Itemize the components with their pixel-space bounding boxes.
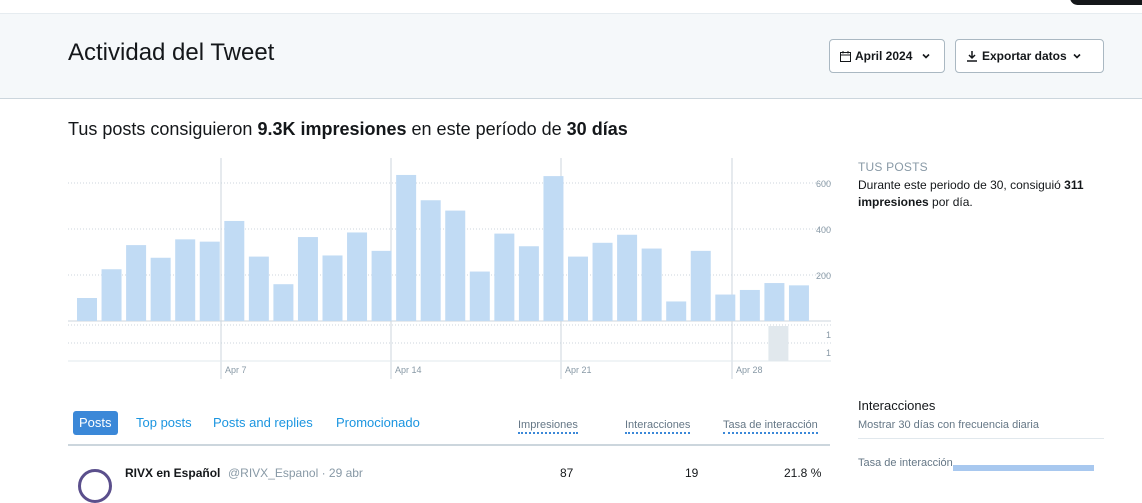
bar-apr-5: [175, 239, 196, 321]
impressions-chart: 600 400 200 1 1 Apr 7 Apr 14 Apr 21 Apr 28: [68, 158, 831, 379]
secondary-y-tick-label: 1: [826, 330, 831, 340]
secondary-y-tick-label: 1: [826, 348, 831, 358]
date-range-label: April 2024: [855, 49, 913, 63]
page-header: Actividad del Tweet April 2024 Exportar …: [0, 14, 1142, 99]
chevron-down-icon: [922, 53, 930, 59]
bar-apr-7: [224, 220, 245, 321]
page-title: Actividad del Tweet: [68, 39, 275, 66]
bar-apr-27: [715, 294, 736, 321]
bar-apr-1: [77, 298, 97, 321]
summary-period: 30 días: [566, 119, 628, 139]
interactions-subtitle: Mostrar 30 días con frecuencia diaria: [858, 419, 1104, 439]
bar-apr-17: [469, 271, 490, 321]
bar-apr-24: [641, 248, 662, 321]
secondary-bar: [768, 326, 789, 361]
row-interactions: 19: [685, 466, 699, 480]
bar-apr-18: [494, 233, 515, 321]
bar-apr-30: [788, 285, 809, 321]
side-label: TUS POSTS: [858, 160, 928, 174]
side-text-bold: 311 impresiones: [858, 178, 1084, 209]
tab-promoted[interactable]: Promocionado: [336, 415, 420, 430]
bar-apr-28: [739, 289, 760, 321]
interactions-title: Interacciones: [858, 398, 936, 413]
x-tick-label: Apr 21: [565, 365, 592, 375]
table-row[interactable]: RIVX en Español @RIVX_Espanol · 29 abr 8…: [68, 460, 830, 503]
summary-prefix: Tus posts consiguieron: [68, 119, 253, 139]
side-text: Durante este periodo de 30, consiguió 31…: [858, 177, 1104, 211]
bar-apr-15: [420, 200, 441, 321]
bar-apr-2: [101, 269, 122, 321]
bar-apr-11: [322, 255, 343, 321]
y-tick-label: 400: [816, 225, 831, 235]
column-impressions[interactable]: Impresiones: [518, 419, 578, 434]
bar-apr-8: [248, 256, 269, 321]
bar-apr-21: [568, 256, 588, 321]
tab-posts-and-replies[interactable]: Posts and replies: [213, 415, 313, 430]
engagement-rate-bar: [953, 465, 1094, 471]
bar-apr-12: [347, 232, 368, 321]
avatar: [78, 469, 112, 503]
bar-apr-10: [297, 237, 318, 321]
tweet-tabs: Posts Top posts Posts and replies Promoc…: [68, 410, 830, 446]
bar-apr-23: [617, 234, 638, 321]
bar-apr-29: [764, 283, 785, 321]
x-tick-label: Apr 28: [736, 365, 763, 375]
export-data-button[interactable]: Exportar datos: [955, 39, 1104, 73]
x-tick-label: Apr 14: [395, 365, 422, 375]
bar-apr-22: [592, 242, 613, 321]
bar-apr-9: [273, 284, 294, 321]
summary-impressions: 9.3K impresiones: [257, 119, 407, 139]
column-interactions[interactable]: Interacciones: [625, 419, 691, 434]
y-tick-label: 200: [816, 271, 831, 281]
side-text-prefix: Durante este periodo de 30, consiguió: [858, 178, 1061, 192]
tab-top-posts[interactable]: Top posts: [136, 415, 192, 430]
bar-apr-13: [371, 250, 392, 321]
calendar-icon: [840, 50, 851, 62]
export-data-label: Exportar datos: [982, 49, 1067, 63]
y-tick-label: 600: [816, 179, 831, 189]
bar-apr-26: [690, 250, 711, 321]
bar-apr-3: [126, 245, 147, 321]
bar-apr-20: [543, 176, 564, 321]
x-tick-label: Apr 7: [225, 365, 247, 375]
top-bar: [0, 0, 1142, 14]
download-icon: [967, 51, 977, 62]
tab-posts[interactable]: Posts: [73, 411, 118, 435]
bar-apr-16: [445, 210, 466, 321]
engagement-rate-label: Tasa de interacción: [858, 457, 953, 469]
account-pill[interactable]: [1070, 0, 1142, 5]
impressions-summary: Tus posts consiguieron 9.3K impresiones …: [68, 119, 628, 140]
tweet-author: RIVX en Español: [125, 466, 221, 480]
row-rate: 21.8 %: [784, 466, 822, 480]
side-summary: TUS POSTS Durante este periodo de 30, co…: [858, 160, 1104, 211]
side-text-suffix: por día.: [932, 195, 973, 209]
engagement-rate-row: Tasa de interacción: [858, 457, 1104, 471]
tweet-handle: @RIVX_Espanol · 29 abr: [228, 466, 363, 480]
bar-apr-19: [518, 246, 539, 321]
row-impressions: 87: [560, 466, 574, 480]
date-range-button[interactable]: April 2024: [829, 39, 945, 73]
bar-apr-14: [396, 174, 417, 321]
column-engagement-rate[interactable]: Tasa de interacción: [723, 419, 818, 434]
chevron-down-icon: [1073, 53, 1081, 59]
bar-apr-4: [150, 257, 171, 321]
summary-middle: en este período de: [411, 119, 562, 139]
interactions-panel: Interacciones Mostrar 30 días con frecue…: [858, 398, 1104, 471]
bar-apr-6: [199, 241, 220, 321]
bar-apr-25: [666, 301, 687, 321]
